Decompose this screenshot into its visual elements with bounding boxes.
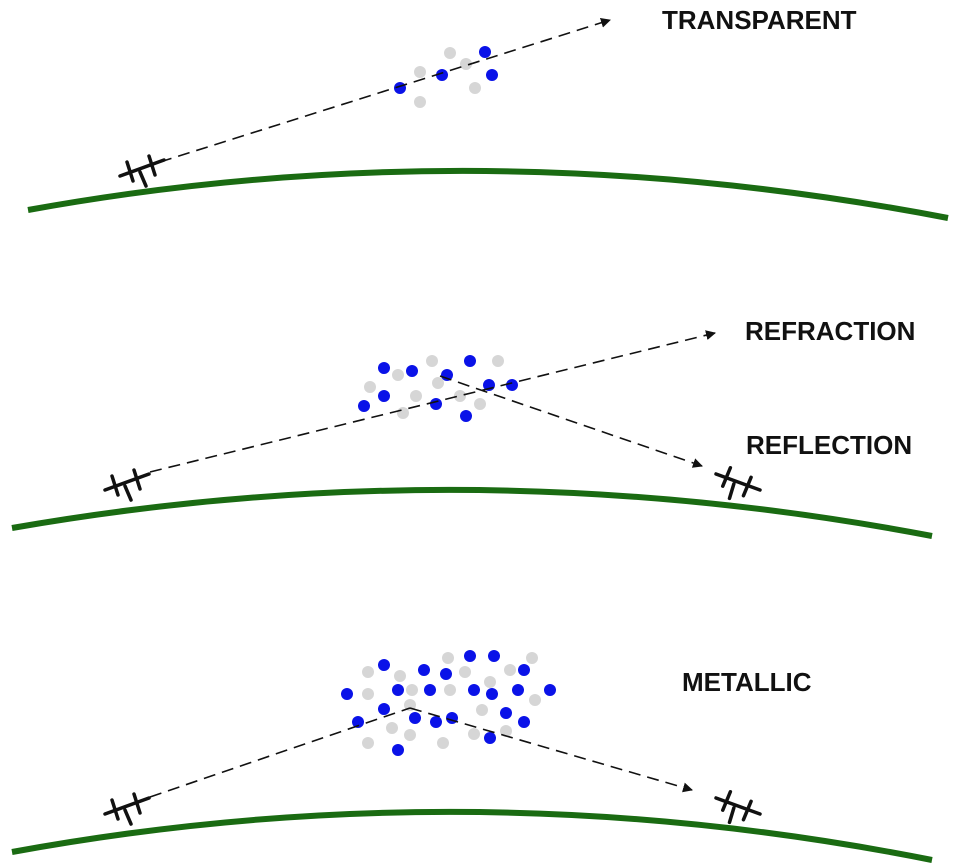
ray	[150, 708, 410, 797]
particles	[394, 46, 498, 108]
panel-metallic: METALLIC	[12, 650, 932, 860]
diagram: TRANSPARENT REFRACTION REFLECTION	[0, 0, 953, 865]
particles	[358, 355, 518, 422]
label: TRANSPARENT	[662, 5, 857, 35]
antenna	[120, 156, 164, 186]
ground	[28, 171, 948, 218]
label: METALLIC	[682, 667, 812, 697]
particles	[341, 650, 556, 756]
label: REFRACTION	[745, 316, 915, 346]
ground	[12, 490, 932, 536]
ground	[12, 812, 932, 860]
label: REFLECTION	[746, 430, 912, 460]
antenna	[105, 470, 149, 500]
ray	[440, 376, 702, 466]
panel-transparent: TRANSPARENT	[28, 5, 948, 218]
panel-refraction: REFRACTION REFLECTION	[12, 316, 932, 536]
ray	[160, 20, 610, 162]
antenna	[105, 794, 149, 824]
ray	[410, 708, 692, 790]
ray	[150, 333, 715, 472]
